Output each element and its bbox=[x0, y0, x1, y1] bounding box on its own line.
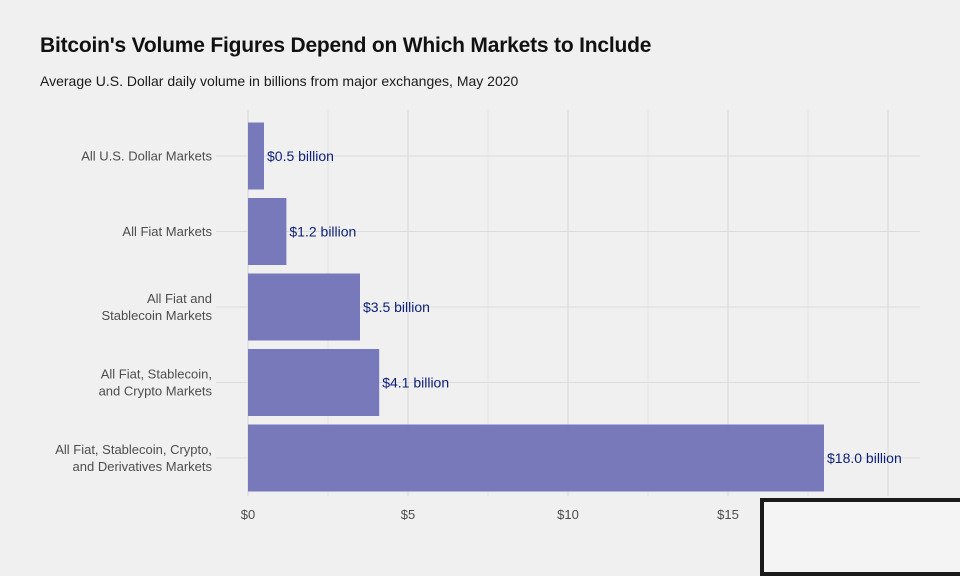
bar-value-label: $0.5 billion bbox=[267, 148, 334, 164]
bar bbox=[248, 198, 287, 265]
category-label: All U.S. Dollar Markets bbox=[81, 149, 212, 164]
chart-subtitle: Average U.S. Dollar daily volume in bill… bbox=[40, 73, 519, 89]
bars bbox=[248, 122, 824, 492]
bar bbox=[248, 424, 824, 492]
chart-title: Bitcoin's Volume Figures Depend on Which… bbox=[40, 34, 652, 57]
bar bbox=[248, 273, 360, 341]
category-labels: All U.S. Dollar Markets All Fiat Markets A… bbox=[55, 149, 212, 475]
bar bbox=[248, 122, 264, 190]
bar-value-label: $3.5 billion bbox=[363, 299, 430, 315]
category-label: All Fiat Markets bbox=[122, 224, 212, 239]
x-tick-label: $5 bbox=[401, 507, 415, 522]
data-labels: $0.5 billion $1.2 billion $3.5 billion $4.1… bbox=[267, 148, 902, 466]
bar-value-label: $18.0 billion bbox=[827, 450, 902, 466]
category-label: All Fiat and Stablecoin Markets bbox=[101, 291, 212, 323]
watermark-logo bbox=[760, 498, 960, 576]
bar-value-label: $4.1 billion bbox=[382, 375, 449, 391]
x-tick-label: $15 bbox=[717, 507, 739, 522]
bar bbox=[248, 349, 380, 416]
x-tick-label: $0 bbox=[241, 507, 255, 522]
x-tick-labels: $0 $5 $10 $15 bbox=[241, 507, 739, 522]
category-label: All Fiat, Stablecoin, and Crypto Markets bbox=[99, 367, 213, 399]
category-label: All Fiat, Stablecoin, Crypto, and Derivat… bbox=[55, 442, 212, 474]
bar-value-label: $1.2 billion bbox=[289, 224, 356, 240]
x-tick-label: $10 bbox=[557, 507, 579, 522]
watermark-logo-panel bbox=[764, 502, 960, 572]
